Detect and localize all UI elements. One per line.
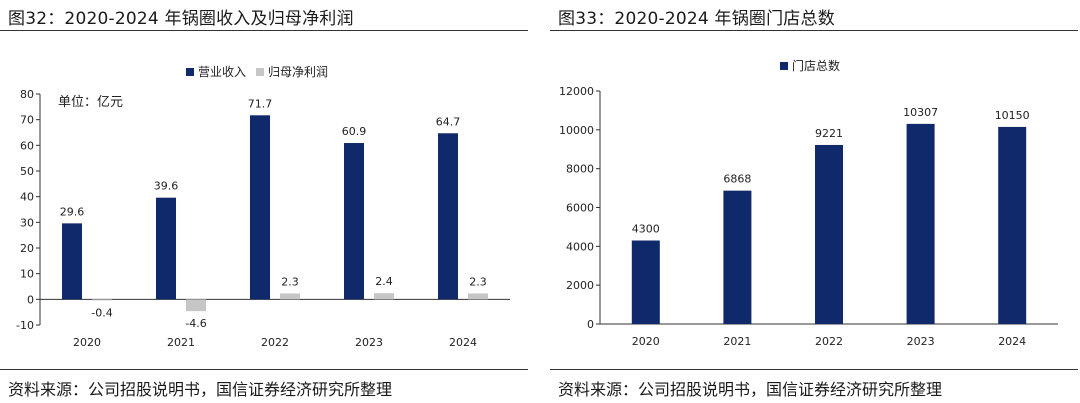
bar-primary: [62, 223, 82, 300]
legend-label: 营业收入: [198, 65, 246, 79]
bar-primary: [438, 133, 458, 300]
store-count-panel: 图33：2020-2024 年锅圈门店总数 12000 10000 8000 6000…: [550, 0, 1078, 403]
x-tick-label: 2024: [449, 336, 477, 349]
revenue-profit-panel: 图32：2020-2024 年锅圈收入及归母净利润 80 70 60 50 40 30 20…: [0, 0, 528, 403]
bar-primary: [815, 144, 843, 324]
data-label: 39.6: [154, 180, 179, 193]
bar-secondary: [468, 293, 488, 300]
x-tick-label: 2021: [723, 335, 751, 348]
data-label: 4300: [632, 223, 660, 236]
y-tick-label: 12000: [559, 85, 594, 98]
y-tick-label: -10: [16, 319, 34, 332]
data-label: -0.4: [91, 306, 112, 319]
bar-secondary: [280, 293, 300, 300]
bar-secondary: [92, 299, 112, 301]
y-tick-label: 60: [20, 139, 34, 152]
x-tick-label: 2023: [907, 335, 935, 348]
bar-primary: [906, 123, 935, 325]
x-tick-label: 2021: [167, 336, 195, 349]
data-label: 10150: [995, 109, 1030, 122]
bar-primary: [156, 197, 176, 300]
bar-primary: [250, 115, 270, 300]
y-tick-label: 50: [20, 165, 34, 178]
x-tick-label: 2024: [998, 335, 1026, 348]
title-rule: [0, 30, 528, 31]
bar-secondary: [374, 293, 394, 300]
data-label: 9221: [815, 127, 843, 140]
x-tick-label: 2023: [355, 336, 383, 349]
x-tick-label: 2022: [261, 336, 289, 349]
revenue-profit-chart: 80 70 60 50 40 30 20 10 0 -10 2020 2021 2022 2023 2024…: [16, 65, 510, 349]
y-tick-label: 4000: [566, 240, 594, 253]
source-rule: [0, 369, 528, 370]
legend-swatch: [780, 62, 788, 70]
x-tick-label: 2022: [815, 335, 843, 348]
figure-title: 图33：2020-2024 年锅圈门店总数: [558, 9, 835, 29]
source-note: 资料来源：公司招股说明书，国信证券经济研究所整理: [8, 380, 393, 399]
data-label: 6868: [723, 173, 751, 186]
x-tick-label: 2020: [632, 335, 660, 348]
data-label: -4.6: [185, 317, 206, 330]
data-label: 2.3: [469, 275, 487, 288]
y-tick-label: 6000: [566, 202, 594, 215]
source-rule: [550, 369, 1078, 370]
y-tick-label: 10: [20, 268, 34, 281]
data-label: 10307: [903, 106, 938, 119]
y-tick-label: 30: [20, 216, 34, 229]
data-label: 2.3: [281, 275, 299, 288]
y-tick-label: 40: [20, 191, 34, 204]
data-label: 60.9: [342, 125, 367, 138]
y-tick-label: 10000: [559, 124, 594, 137]
figure-title: 图32：2020-2024 年锅圈收入及归母净利润: [8, 9, 354, 29]
unit-label: 单位：亿元: [58, 95, 123, 110]
x-tick-label: 2020: [73, 336, 101, 349]
data-label: 29.6: [60, 205, 85, 218]
source-note: 资料来源：公司招股说明书，国信证券经济研究所整理: [558, 380, 943, 399]
bar-primary: [631, 240, 660, 324]
data-label: 2.4: [375, 275, 393, 288]
y-tick-label: 80: [20, 88, 34, 101]
bar-primary: [998, 126, 1027, 324]
bar-primary: [344, 143, 364, 300]
legend-label: 归母净利润: [268, 65, 328, 79]
y-tick-label: 0: [27, 293, 34, 306]
bar-primary: [723, 190, 752, 324]
y-tick-label: 20: [20, 242, 34, 255]
y-tick-label: 0: [587, 318, 594, 331]
data-label: 71.7: [248, 97, 273, 110]
data-label: 64.7: [436, 115, 461, 128]
y-tick-label: 70: [20, 114, 34, 127]
bar-secondary: [186, 299, 206, 312]
legend-swatch: [186, 68, 194, 76]
y-tick-label: 8000: [566, 163, 594, 176]
title-rule: [550, 30, 1078, 31]
y-tick-label: 2000: [566, 279, 594, 292]
legend-swatch: [256, 68, 264, 76]
legend-label: 门店总数: [792, 58, 840, 73]
store-count-chart: 12000 10000 8000 6000 4000 2000 0 2020 2021 2022 2…: [559, 58, 1058, 348]
